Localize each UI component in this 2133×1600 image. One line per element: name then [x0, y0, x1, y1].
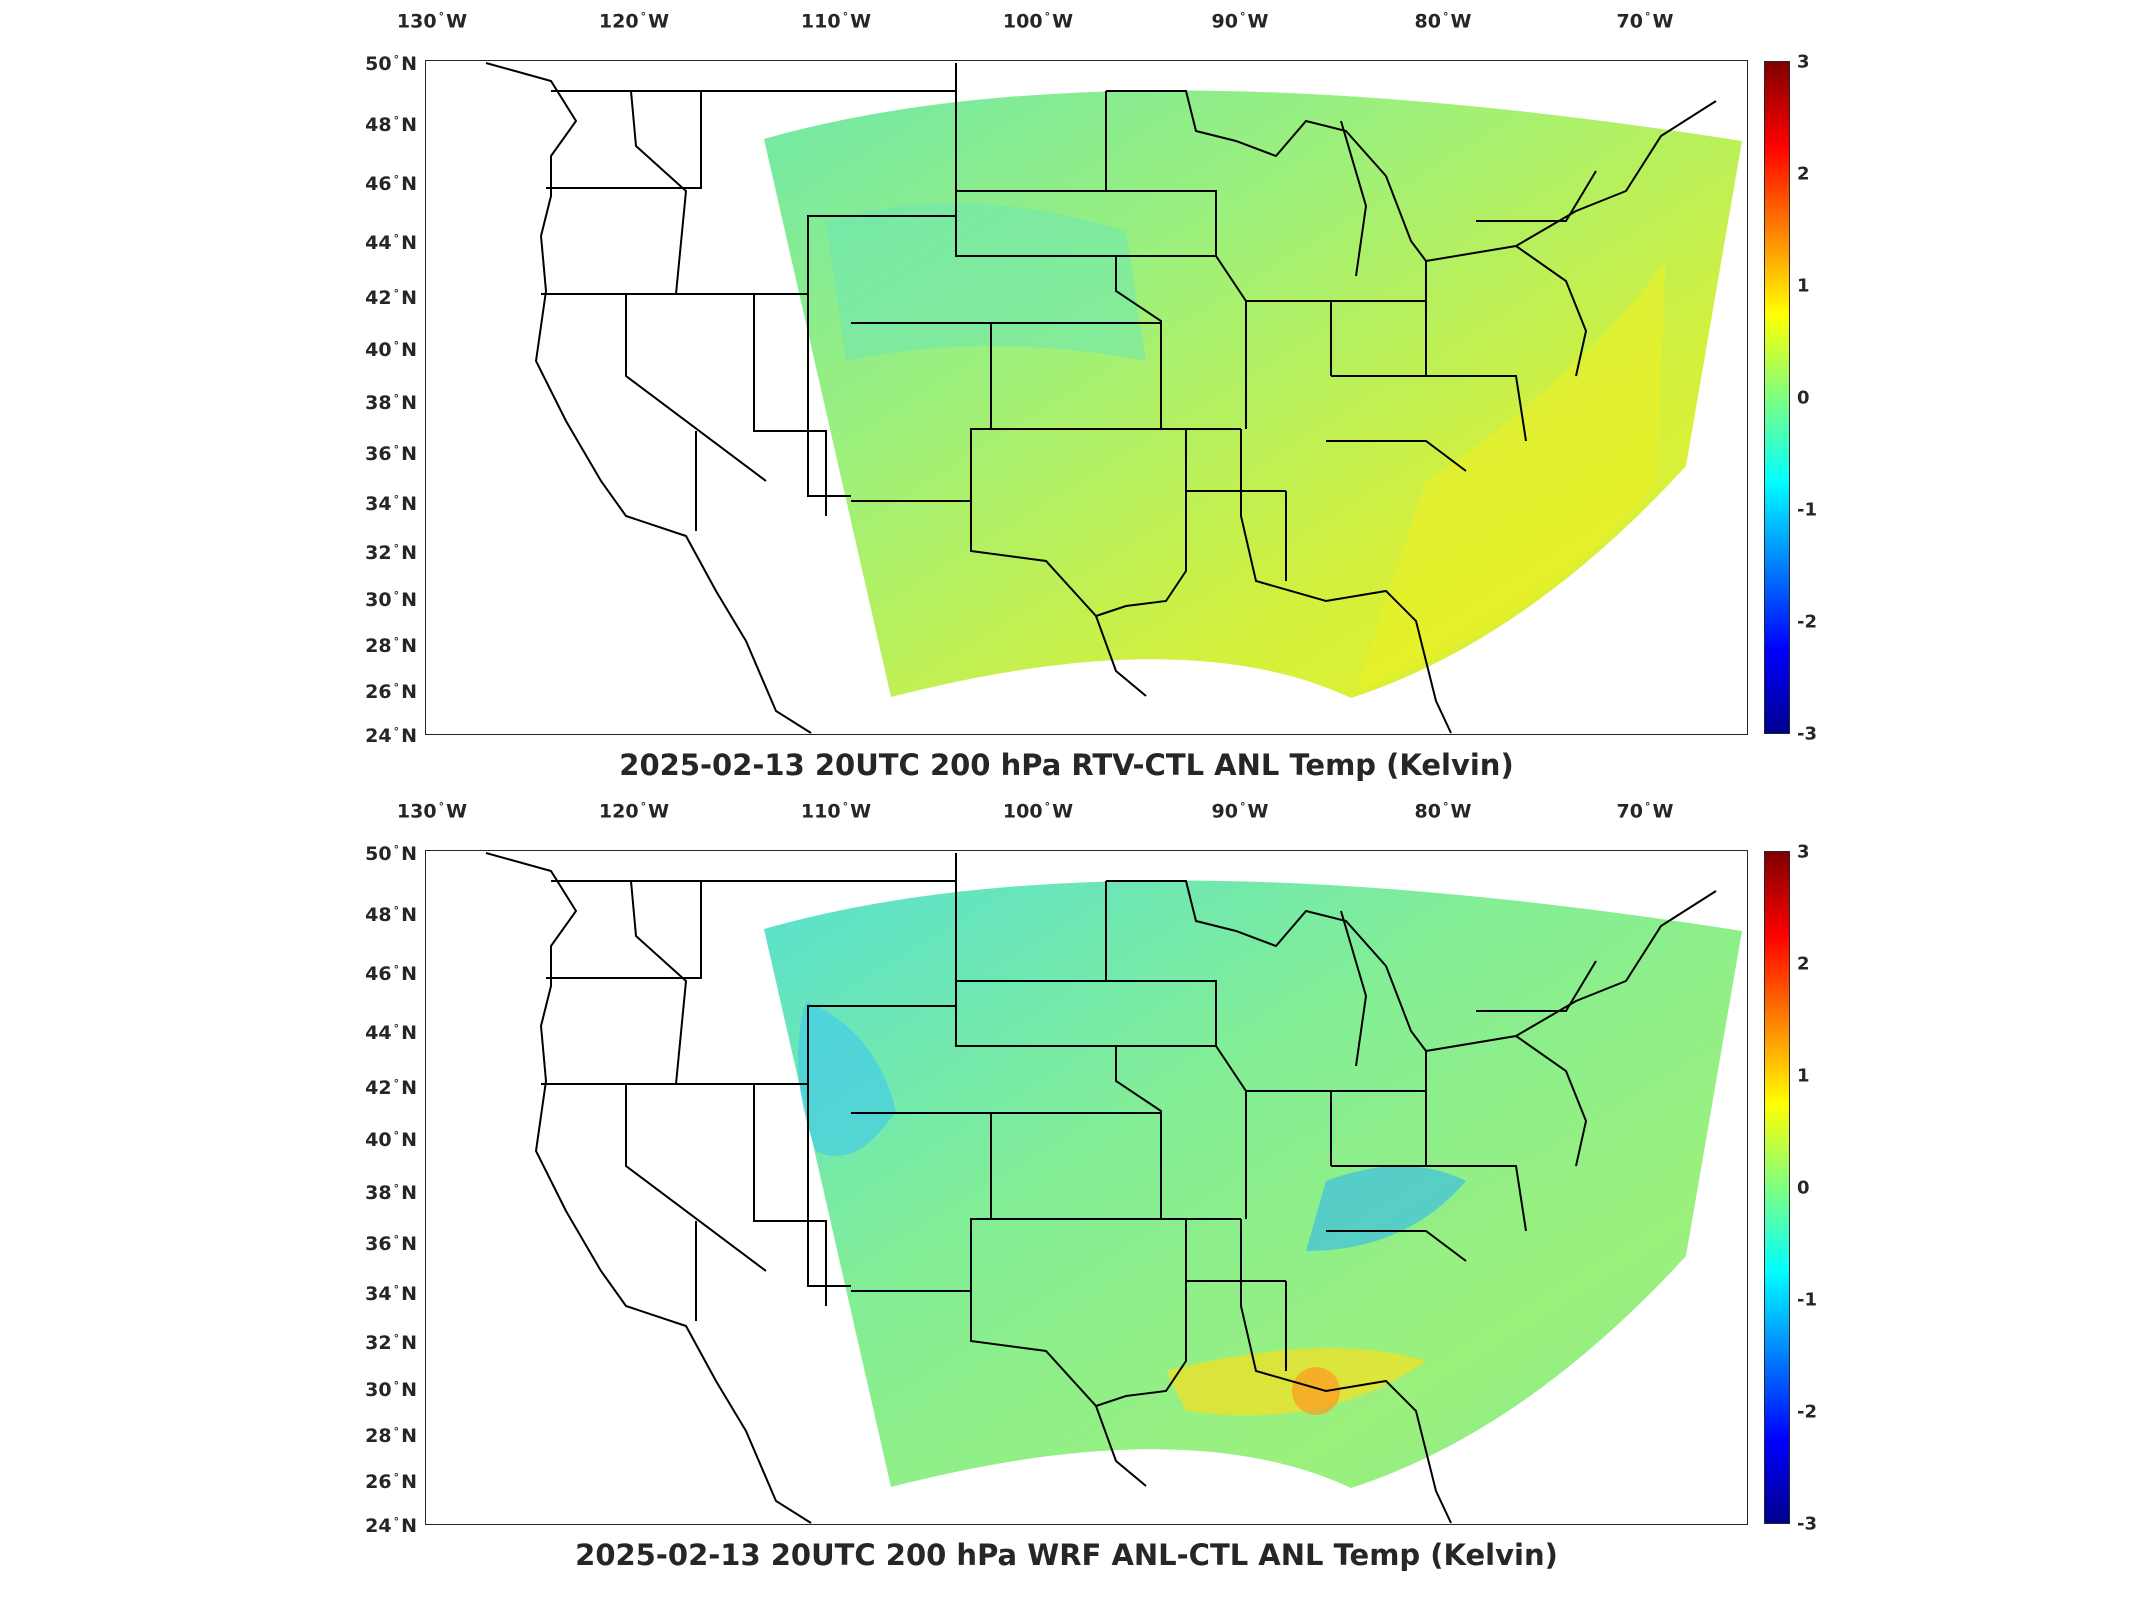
field-cold-virginia	[1306, 1166, 1466, 1251]
colorbar-tick: 2	[1797, 163, 1810, 185]
colorbar-tick: -2	[1797, 1401, 1817, 1423]
lat-label: 36 ° N	[365, 442, 417, 466]
lat-label: 34 ° N	[365, 1282, 417, 1306]
colorbar-tick: 3	[1797, 51, 1810, 73]
colorbar-tick: 0	[1797, 387, 1810, 409]
colorbar-tick: 1	[1797, 275, 1810, 297]
lon-label: 70 ° W	[1616, 800, 1674, 823]
colorbar	[1764, 61, 1790, 734]
field-cool-patch	[826, 203, 1146, 361]
lat-label: 26 ° N	[365, 1470, 417, 1494]
lat-label: 48 ° N	[365, 903, 417, 927]
lat-label: 24 ° N	[365, 1514, 417, 1538]
lat-label: 46 ° N	[365, 962, 417, 986]
colorbar-tick: -1	[1797, 499, 1817, 521]
lon-label: 130 ° W	[396, 800, 468, 823]
map-panel-bottom: 130 ° W 120 ° W 110 ° W 100 ° W 90 ° W 80 ° W 70 ° W 5…	[0, 790, 2133, 1580]
lat-label: 32 ° N	[365, 541, 417, 565]
lat-label: 40 ° N	[365, 1128, 417, 1152]
lat-label: 24 ° N	[365, 724, 417, 748]
lon-label: 80 ° W	[1414, 10, 1472, 33]
colorbar	[1764, 851, 1790, 1524]
panel-title: 2025-02-13 20UTC 200 hPa RTV-CTL ANL Tem…	[619, 748, 1514, 782]
lat-label: 30 ° N	[365, 1378, 417, 1402]
lon-label: 110 ° W	[800, 800, 872, 823]
colorbar-tick: -1	[1797, 1289, 1817, 1311]
lat-label: 46 ° N	[365, 172, 417, 196]
lon-label: 120 ° W	[598, 10, 670, 33]
coastlines-borders	[485, 852, 1717, 1524]
lat-label: 28 ° N	[365, 1424, 417, 1448]
lat-label: 26 ° N	[365, 680, 417, 704]
lon-label: 70 ° W	[1616, 10, 1674, 33]
field-cold-rockies	[798, 1001, 896, 1156]
panel-title: 2025-02-13 20UTC 200 hPa WRF ANL-CTL ANL…	[575, 1538, 1558, 1572]
lat-label: 50 ° N	[365, 52, 417, 76]
lat-label: 32 ° N	[365, 1331, 417, 1355]
data-field	[764, 880, 1742, 1488]
lat-label: 36 ° N	[365, 1232, 417, 1256]
lat-label: 30 ° N	[365, 588, 417, 612]
lon-label: 120 ° W	[598, 800, 670, 823]
colorbar-tick: 3	[1797, 841, 1810, 863]
lat-label: 50 ° N	[365, 842, 417, 866]
map-panel-top: 130 ° W 120 ° W 110 ° W 100 ° W 90 ° W 80 ° W 70 ° W 5…	[0, 0, 2133, 790]
lat-label: 42 ° N	[365, 1076, 417, 1100]
lat-label: 34 ° N	[365, 492, 417, 516]
map-canvas	[485, 852, 1742, 1524]
lat-label: 38 ° N	[365, 1181, 417, 1205]
lon-label: 100 ° W	[1002, 800, 1074, 823]
colorbar-tick: -3	[1797, 723, 1817, 745]
lon-label: 110 ° W	[800, 10, 872, 33]
field-hot-spot	[1292, 1367, 1340, 1415]
field-warm-patch	[1356, 261, 1666, 691]
map-frame	[425, 60, 1748, 735]
lat-label: 40 ° N	[365, 338, 417, 362]
map-canvas	[485, 62, 1742, 734]
lat-label: 48 ° N	[365, 113, 417, 137]
colorbar-tick: 2	[1797, 953, 1810, 975]
lon-label: 90 ° W	[1211, 800, 1269, 823]
lon-label: 100 ° W	[1002, 10, 1074, 33]
colorbar-tick: -3	[1797, 1513, 1817, 1535]
colorbar-tick: 1	[1797, 1065, 1810, 1087]
lat-label: 44 ° N	[365, 1021, 417, 1045]
lat-label: 44 ° N	[365, 231, 417, 255]
lat-label: 38 ° N	[365, 391, 417, 415]
lon-label: 80 ° W	[1414, 800, 1472, 823]
lon-label: 130 ° W	[396, 10, 468, 33]
coastlines-borders	[485, 62, 1717, 734]
lat-label: 28 ° N	[365, 634, 417, 658]
map-frame	[425, 850, 1748, 1525]
lon-label: 90 ° W	[1211, 10, 1269, 33]
colorbar-tick: 0	[1797, 1177, 1810, 1199]
lat-label: 42 ° N	[365, 286, 417, 310]
colorbar-tick: -2	[1797, 611, 1817, 633]
